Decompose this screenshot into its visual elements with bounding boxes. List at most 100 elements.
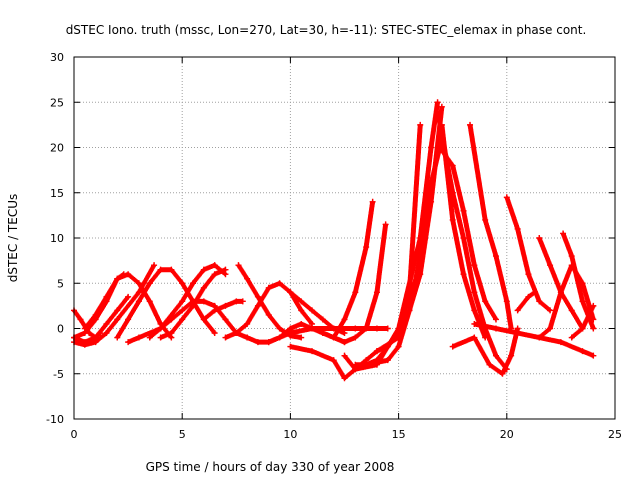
data-point xyxy=(179,316,186,323)
data-point xyxy=(233,298,240,305)
x-tick-label: 5 xyxy=(179,428,186,441)
y-tick-label: 5 xyxy=(57,277,64,290)
data-point xyxy=(449,343,456,350)
data-point xyxy=(579,325,586,332)
series-arc-30 xyxy=(514,289,538,314)
data-point xyxy=(536,298,543,305)
data-point xyxy=(341,316,348,323)
data-point xyxy=(235,262,242,269)
data-point xyxy=(265,311,272,318)
data-point xyxy=(151,262,158,269)
data-point xyxy=(395,343,402,350)
data-point xyxy=(330,334,337,341)
data-point xyxy=(125,339,132,346)
data-point xyxy=(157,266,164,273)
data-point xyxy=(449,216,456,223)
data-point xyxy=(373,348,380,355)
data-point xyxy=(179,298,186,305)
data-point xyxy=(200,266,207,273)
data-point xyxy=(482,298,489,305)
data-point xyxy=(200,316,207,323)
y-tick-label: -5 xyxy=(53,368,64,381)
data-point xyxy=(168,316,175,323)
data-point xyxy=(298,307,305,314)
data-point xyxy=(135,280,142,287)
data-point xyxy=(482,334,489,341)
data-point xyxy=(309,307,316,314)
y-tick-label: 15 xyxy=(50,187,64,200)
data-point xyxy=(265,339,272,346)
data-point xyxy=(157,334,164,341)
data-point xyxy=(244,275,251,282)
data-point xyxy=(568,307,575,314)
data-point xyxy=(471,320,478,327)
data-point xyxy=(103,330,110,337)
data-point xyxy=(125,293,132,300)
data-point xyxy=(438,103,445,110)
data-point xyxy=(508,352,515,359)
data-point xyxy=(287,330,294,337)
data-point xyxy=(471,262,478,269)
data-point xyxy=(179,307,186,314)
data-point xyxy=(200,284,207,291)
data-point xyxy=(179,280,186,287)
data-point xyxy=(239,298,246,305)
data-point xyxy=(428,144,435,151)
data-point xyxy=(460,235,467,241)
data-point xyxy=(434,99,441,106)
data-point xyxy=(492,316,499,323)
data-point xyxy=(369,198,376,205)
data-point xyxy=(406,307,413,314)
data-point xyxy=(287,343,294,350)
data-point xyxy=(438,121,445,128)
series-arc-9 xyxy=(157,266,229,341)
data-point xyxy=(265,284,272,291)
data-point xyxy=(428,198,435,205)
data-point xyxy=(222,266,229,273)
data-point xyxy=(103,320,110,327)
data-point xyxy=(330,325,337,332)
data-point xyxy=(135,298,142,305)
data-point xyxy=(417,271,424,278)
data-point xyxy=(211,330,218,337)
data-point xyxy=(503,298,510,305)
y-tick-label: 30 xyxy=(50,51,64,64)
data-point xyxy=(81,325,88,332)
y-tick-label: 25 xyxy=(50,96,64,109)
data-point xyxy=(536,235,543,241)
data-point xyxy=(460,207,467,214)
data-point xyxy=(434,108,441,115)
data-point xyxy=(492,352,499,359)
data-point xyxy=(298,298,305,305)
data-point xyxy=(200,298,207,305)
data-point xyxy=(211,262,218,269)
data-point xyxy=(81,339,88,346)
data-point xyxy=(363,244,370,251)
data-point xyxy=(590,302,597,309)
data-point xyxy=(514,225,521,232)
series-arc-34 xyxy=(568,302,597,341)
series-arc-12 xyxy=(222,280,316,341)
data-point xyxy=(146,280,153,287)
data-point xyxy=(157,325,164,332)
data-point xyxy=(244,320,251,327)
data-point xyxy=(579,298,586,305)
data-point xyxy=(309,325,316,332)
data-point xyxy=(222,316,229,323)
x-tick-label: 20 xyxy=(500,428,514,441)
data-point xyxy=(298,320,305,327)
data-point xyxy=(492,325,499,332)
data-point xyxy=(276,325,283,332)
data-point xyxy=(146,334,153,341)
data-point xyxy=(363,325,370,332)
series-arc-7 xyxy=(125,262,229,346)
data-point xyxy=(382,221,389,228)
x-axis-label: GPS time / hours of day 330 of year 2008 xyxy=(146,460,395,474)
data-point xyxy=(190,280,197,287)
data-point xyxy=(125,271,132,278)
data-point xyxy=(190,302,197,309)
data-point xyxy=(287,289,294,296)
data-point xyxy=(319,316,326,323)
series-arc-24 xyxy=(436,144,499,323)
